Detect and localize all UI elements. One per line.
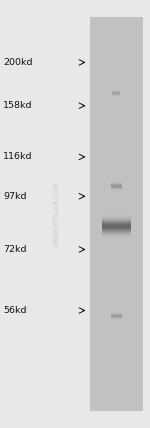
- Text: 56kd: 56kd: [3, 306, 27, 315]
- Text: WWW.PTGLAB.COM: WWW.PTGLAB.COM: [54, 182, 60, 246]
- Text: 116kd: 116kd: [3, 152, 33, 161]
- Text: 97kd: 97kd: [3, 192, 27, 201]
- Text: 200kd: 200kd: [3, 58, 33, 67]
- Text: 72kd: 72kd: [3, 245, 27, 254]
- Text: 158kd: 158kd: [3, 101, 33, 110]
